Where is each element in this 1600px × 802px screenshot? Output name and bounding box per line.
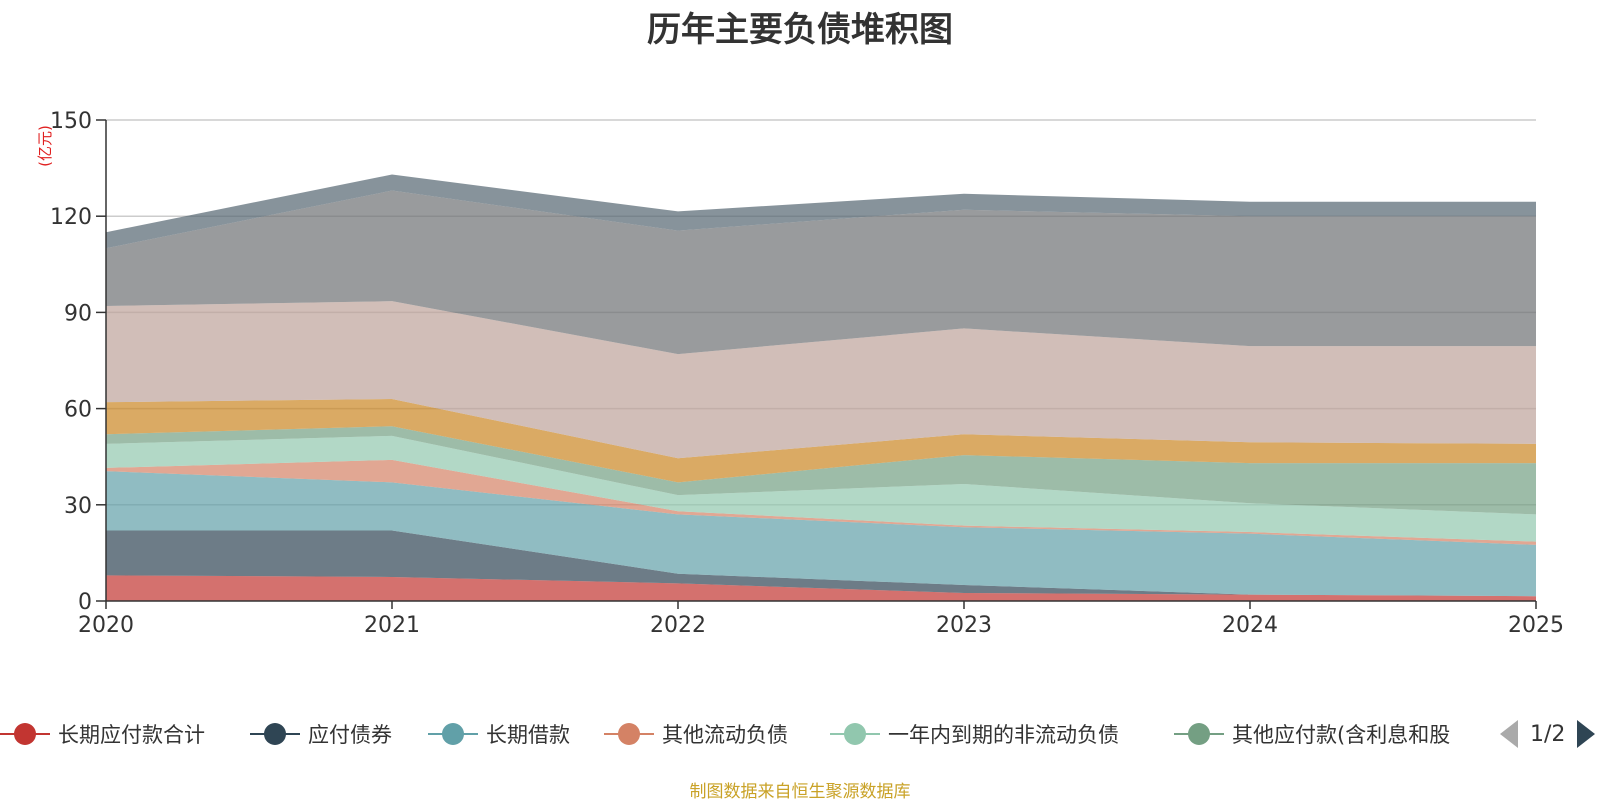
y-tick-label: 60 xyxy=(64,398,92,423)
legend-marker-icon xyxy=(604,722,654,746)
legend-marker-icon xyxy=(1174,722,1224,746)
legend-marker-icon xyxy=(0,722,50,746)
axes: 0 30 60 90 120 150 2020 2021 2022 2023 2024 2025 xyxy=(50,109,1564,638)
legend-item-long-term-payables[interactable]: 长期应付款合计 xyxy=(0,716,205,752)
legend-label: 其他应付款(含利息和股 xyxy=(1232,723,1451,747)
area-series-7 xyxy=(106,301,1536,459)
area-series-5: 其他应付款(含利息和股 xyxy=(106,426,1536,515)
legend: 长期应付款合计 应付债券 长期借款 其他流动负债 一年内到期的非流动负债 其他应… xyxy=(0,716,1600,752)
y-tick-label: 0 xyxy=(78,590,92,615)
chart-title: 历年主要负债堆积图 xyxy=(647,10,953,50)
y-tick-label: 150 xyxy=(50,109,92,134)
x-tick-label: 2022 xyxy=(650,613,706,638)
legend-label: 长期借款 xyxy=(486,723,570,747)
unit-label: (亿元) xyxy=(36,125,54,167)
previous-page-icon[interactable] xyxy=(1500,720,1518,748)
legend-item-bonds-payable[interactable]: 应付债券 xyxy=(250,716,392,752)
area-series-9 xyxy=(106,174,1536,249)
legend-label: 长期应付款合计 xyxy=(58,723,205,747)
y-tick-label: 120 xyxy=(50,205,92,230)
area-series-1: 应付债券 xyxy=(106,530,1536,597)
legend-marker-icon xyxy=(428,722,478,746)
y-tick-label: 90 xyxy=(64,301,92,326)
legend-label: 其他流动负债 xyxy=(662,723,788,747)
area-series-3: 其他流动负债 xyxy=(106,459,1536,545)
legend-marker-icon xyxy=(830,722,880,746)
x-tick-label: 2021 xyxy=(364,613,420,638)
area-series-4: 一年内到期的非流动负债 xyxy=(106,435,1536,542)
x-tick-label: 2020 xyxy=(78,613,134,638)
area-series: 长期应付款合计应付债券长期借款其他流动负债一年内到期的非流动负债其他应付款(含利… xyxy=(106,174,1536,601)
x-tick-label: 2025 xyxy=(1508,613,1564,638)
next-page-icon[interactable] xyxy=(1577,720,1596,748)
legend-pager: 1/2 xyxy=(1500,716,1596,752)
area-series-2: 长期借款 xyxy=(106,471,1536,597)
legend-marker-icon xyxy=(250,722,300,746)
data-source-note: 制图数据来自恒生聚源数据库 xyxy=(689,782,911,802)
y-tick-label: 30 xyxy=(64,494,92,519)
legend-item-long-term-loans[interactable]: 长期借款 xyxy=(428,716,570,752)
legend-label: 一年内到期的非流动负债 xyxy=(888,723,1119,747)
legend-item-current-portion-noncurrent[interactable]: 一年内到期的非流动负债 xyxy=(830,716,1119,752)
area-series-8 xyxy=(106,190,1536,355)
area-series-6 xyxy=(106,398,1536,483)
legend-item-other-current-liabilities[interactable]: 其他流动负债 xyxy=(604,716,788,752)
legend-page-indicator: 1/2 xyxy=(1530,721,1566,747)
legend-label: 应付债券 xyxy=(308,723,392,747)
legend-item-other-payables[interactable]: 其他应付款(含利息和股 xyxy=(1174,716,1450,752)
x-tick-label: 2023 xyxy=(936,613,992,638)
x-tick-label: 2024 xyxy=(1222,613,1278,638)
